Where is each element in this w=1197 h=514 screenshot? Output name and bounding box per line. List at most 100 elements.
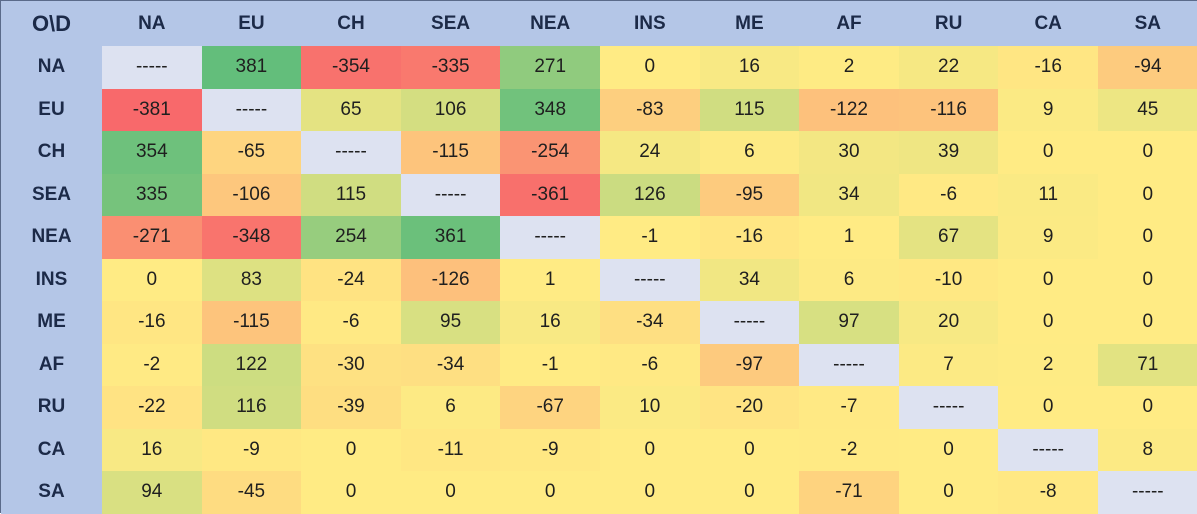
column-header-ca: CA — [998, 1, 1098, 46]
cell-ins-nea: 1 — [500, 258, 600, 301]
cell-nea-me: -16 — [699, 216, 800, 259]
cell-sa-ca: -8 — [998, 471, 1098, 514]
diagonal-cell-nea: ----- — [500, 216, 600, 259]
cell-ca-eu: -9 — [201, 428, 302, 471]
cell-af-sea: -34 — [400, 343, 501, 386]
cell-na-ru: 22 — [898, 46, 999, 89]
cell-me-sa: 0 — [1098, 301, 1197, 344]
diagonal-cell-sa: ----- — [1098, 471, 1197, 514]
cell-eu-sa: 45 — [1098, 88, 1197, 131]
cell-me-ru: 20 — [898, 301, 999, 344]
cell-ca-sa: 8 — [1098, 428, 1197, 471]
cell-me-ca: 0 — [998, 301, 1098, 344]
cell-ch-eu: -65 — [201, 131, 302, 174]
cell-na-me: 16 — [699, 46, 800, 89]
cell-af-ca: 2 — [998, 343, 1098, 386]
cell-ch-af: 30 — [799, 131, 899, 174]
cell-sa-af: -71 — [799, 471, 899, 514]
cell-sa-me: 0 — [699, 471, 800, 514]
cell-ru-me: -20 — [699, 386, 800, 429]
cell-sea-me: -95 — [699, 173, 800, 216]
cell-sea-sa: 0 — [1098, 173, 1197, 216]
cell-ru-eu: 116 — [201, 386, 302, 429]
column-header-ins: INS — [600, 1, 700, 46]
diagonal-cell-eu: ----- — [201, 88, 302, 131]
cell-ins-ch: -24 — [301, 258, 401, 301]
cell-ins-sa: 0 — [1098, 258, 1197, 301]
cell-ch-me: 6 — [699, 131, 800, 174]
diagonal-cell-me: ----- — [699, 301, 800, 344]
row-header-me: ME — [1, 301, 102, 344]
cell-sea-nea: -361 — [500, 173, 600, 216]
cell-af-ch: -30 — [301, 343, 401, 386]
cell-sa-nea: 0 — [500, 471, 600, 514]
cell-ch-na: 354 — [102, 131, 202, 174]
cell-me-ch: -6 — [301, 301, 401, 344]
cell-ca-ch: 0 — [301, 428, 401, 471]
cell-ch-sa: 0 — [1098, 131, 1197, 174]
cell-ca-na: 16 — [102, 428, 202, 471]
column-header-eu: EU — [201, 1, 302, 46]
cell-me-af: 97 — [799, 301, 899, 344]
row-header-af: AF — [1, 343, 102, 386]
cell-af-eu: 122 — [201, 343, 302, 386]
cell-ca-ru: 0 — [898, 428, 999, 471]
cell-ru-sea: 6 — [400, 386, 501, 429]
cell-ch-ru: 39 — [898, 131, 999, 174]
cell-ru-ca: 0 — [998, 386, 1098, 429]
row-header-sa: SA — [1, 471, 102, 514]
cell-eu-me: 115 — [699, 88, 800, 131]
diagonal-cell-sea: ----- — [400, 173, 501, 216]
cell-sa-na: 94 — [102, 471, 202, 514]
cell-ca-sea: -11 — [400, 428, 501, 471]
row-header-eu: EU — [1, 88, 102, 131]
cell-na-eu: 381 — [201, 46, 302, 89]
cell-sea-ch: 115 — [301, 173, 401, 216]
cell-na-sa: -94 — [1098, 46, 1197, 89]
cell-sea-eu: -106 — [201, 173, 302, 216]
cell-sa-sea: 0 — [400, 471, 501, 514]
row-header-na: NA — [1, 46, 102, 89]
cell-ru-nea: -67 — [500, 386, 600, 429]
cell-me-ins: -34 — [600, 301, 700, 344]
cell-na-ca: -16 — [998, 46, 1098, 89]
cell-sa-ins: 0 — [600, 471, 700, 514]
cell-af-na: -2 — [102, 343, 202, 386]
diagonal-cell-af: ----- — [799, 343, 899, 386]
column-header-sea: SEA — [400, 1, 501, 46]
cell-ru-ch: -39 — [301, 386, 401, 429]
corner-header-label: O\D — [1, 1, 102, 46]
cell-na-ch: -354 — [301, 46, 401, 89]
cell-nea-sea: 361 — [400, 216, 501, 259]
cell-ins-af: 6 — [799, 258, 899, 301]
cell-nea-af: 1 — [799, 216, 899, 259]
cell-sea-af: 34 — [799, 173, 899, 216]
cell-ca-nea: -9 — [500, 428, 600, 471]
cell-nea-ins: -1 — [600, 216, 700, 259]
row-header-ins: INS — [1, 258, 102, 301]
cell-ch-sea: -115 — [400, 131, 501, 174]
cell-eu-na: -381 — [102, 88, 202, 131]
column-header-nea: NEA — [500, 1, 600, 46]
cell-eu-sea: 106 — [400, 88, 501, 131]
cell-sa-eu: -45 — [201, 471, 302, 514]
cell-me-sea: 95 — [400, 301, 501, 344]
diagonal-cell-ch: ----- — [301, 131, 401, 174]
row-header-nea: NEA — [1, 216, 102, 259]
cell-sa-ru: 0 — [898, 471, 999, 514]
cell-me-eu: -115 — [201, 301, 302, 344]
cell-me-nea: 16 — [500, 301, 600, 344]
row-header-ru: RU — [1, 386, 102, 429]
cell-na-sea: -335 — [400, 46, 501, 89]
cell-eu-ch: 65 — [301, 88, 401, 131]
cell-nea-ca: 9 — [998, 216, 1098, 259]
cell-eu-ins: -83 — [600, 88, 700, 131]
cell-eu-ca: 9 — [998, 88, 1098, 131]
cell-nea-ru: 67 — [898, 216, 999, 259]
row-header-ca: CA — [1, 428, 102, 471]
diagonal-cell-ca: ----- — [998, 428, 1098, 471]
cell-eu-nea: 348 — [500, 88, 600, 131]
column-header-ch: CH — [301, 1, 401, 46]
cell-ins-na: 0 — [102, 258, 202, 301]
cell-ca-af: -2 — [799, 428, 899, 471]
